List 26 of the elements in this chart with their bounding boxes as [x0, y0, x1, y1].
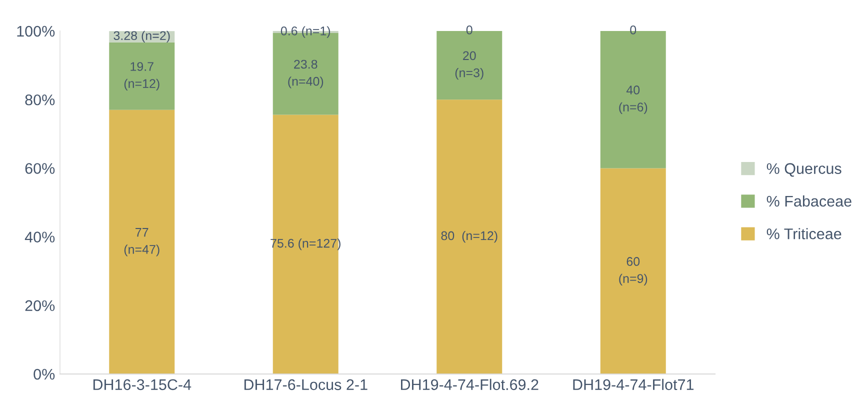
x-tick-label: DH16-3-15C-4	[93, 379, 192, 390]
x-tick-label: DH19-4-74-Flot.69.2	[401, 378, 538, 390]
bar	[109, 42, 175, 110]
data-label: 60 (n=9)	[619, 257, 648, 286]
data-label: 19.7 (n=12)	[124, 62, 160, 90]
data-label: 80 (n=12)	[441, 230, 498, 243]
y-tick-label: 100%	[17, 26, 55, 37]
x-tick-label: DH17-6-Locus 2-1	[244, 379, 368, 390]
data-label: 20 (n=3)	[455, 51, 484, 80]
y-tick-label: 80%	[25, 94, 55, 106]
legend-label: % Quercus	[766, 163, 842, 177]
bar	[436, 100, 502, 374]
legend-label: % Fabaceae	[766, 195, 852, 207]
y-tick-label: 20%	[25, 300, 55, 312]
x-tick-label: DH19-4-74-Flot71	[573, 378, 694, 390]
bar	[109, 110, 175, 374]
legend-label: % Triticeae	[766, 228, 842, 240]
data-label: 77 (n=47)	[124, 228, 160, 256]
data-label: 40 (n=6)	[619, 86, 648, 114]
data-label: 23.8 (n=40)	[288, 60, 324, 88]
y-tick-label: 60%	[25, 163, 55, 174]
bar	[600, 168, 666, 374]
y-tick-label: 40%	[24, 232, 55, 242]
y-tick-label: 0%	[34, 368, 55, 380]
data-label: 3.28 (n=2)	[114, 30, 170, 43]
bar	[272, 114, 338, 374]
